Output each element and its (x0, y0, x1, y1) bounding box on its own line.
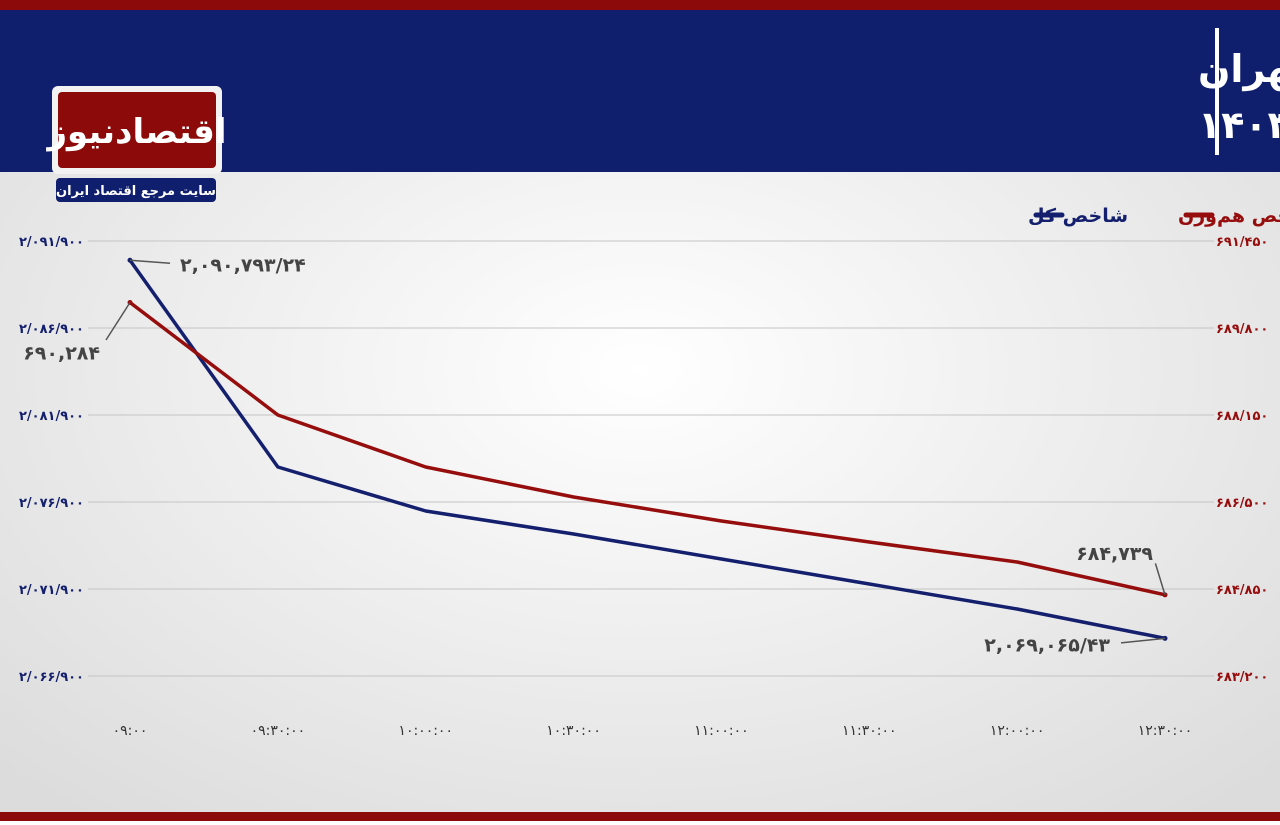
x-tick-label: ۱۱:۳۰:۰۰ (842, 723, 897, 739)
leader-line (129, 259, 171, 265)
bottom-stripe (0, 812, 1280, 821)
chart-subtitle: سه‌شنبه ۲۴ مهر ۱۴۰۳ (1198, 103, 1280, 147)
logo-text: اقتصادنیوز (45, 112, 226, 152)
leader-line (105, 302, 131, 341)
data-label: ۶۹۰,۲۸۴ (23, 342, 100, 364)
y2-tick-label: ۶۸۴/۸۵۰ (1216, 583, 1268, 598)
y2-tick-label: ۶۸۹/۸۰۰ (1216, 322, 1268, 337)
y-tick-label: ۲/۰۹۱/۹۰۰ (19, 235, 84, 250)
leader-line (1120, 637, 1166, 644)
y-tick-label: ۲/۰۷۱/۹۰۰ (19, 583, 84, 598)
y2-tick-label: ۶۸۸/۱۵۰ (1216, 409, 1268, 424)
legend-label: شاخص کل (1028, 205, 1128, 227)
x-tick-label: ۱۲:۳۰:۰۰ (1138, 723, 1193, 739)
data-label: ۲,۰۹۰,۷۹۳/۲۴ (180, 254, 306, 276)
leader-line (1154, 563, 1166, 596)
data-label: ۲,۰۶۹,۰۶۵/۴۳ (984, 634, 1110, 656)
x-tick-label: ۰۹:۰۰ (113, 723, 148, 739)
y-tick-label: ۲/۰۶۶/۹۰۰ (19, 670, 84, 685)
x-tick-label: ۱۱:۰۰:۰۰ (694, 723, 749, 739)
x-tick-label: ۱۲:۰۰:۰۰ (990, 723, 1045, 739)
tagline: سایت مرجع اقتصاد ایران (56, 184, 216, 199)
y-tick-label: ۲/۰۸۱/۹۰۰ (19, 409, 84, 424)
y2-tick-label: ۶۸۶/۵۰۰ (1216, 496, 1268, 511)
y-tick-label: ۲/۰۸۶/۹۰۰ (19, 322, 84, 337)
x-tick-label: ۱۰:۰۰:۰۰ (398, 723, 453, 739)
y2-tick-label: ۶۸۳/۲۰۰ (1216, 670, 1268, 685)
chart-title: روند ساعتی شاخص کل و هم‌وزن بورس تهران (1198, 47, 1280, 92)
series-line (128, 259, 1166, 641)
legend-label: شاخص هم‌وزن (1178, 205, 1280, 227)
logo-box (58, 92, 216, 168)
y-tick-label: ۲/۰۷۶/۹۰۰ (19, 496, 84, 511)
x-tick-label: ۱۰:۳۰:۰۰ (546, 723, 601, 739)
data-label: ۶۸۴,۷۳۹ (1076, 543, 1153, 565)
tagline-box (56, 178, 216, 202)
y2-tick-label: ۶۹۱/۴۵۰ (1216, 235, 1268, 250)
x-tick-label: ۰۹:۳۰:۰۰ (251, 723, 306, 739)
top-stripe (0, 0, 1280, 10)
series-line (128, 301, 1166, 597)
